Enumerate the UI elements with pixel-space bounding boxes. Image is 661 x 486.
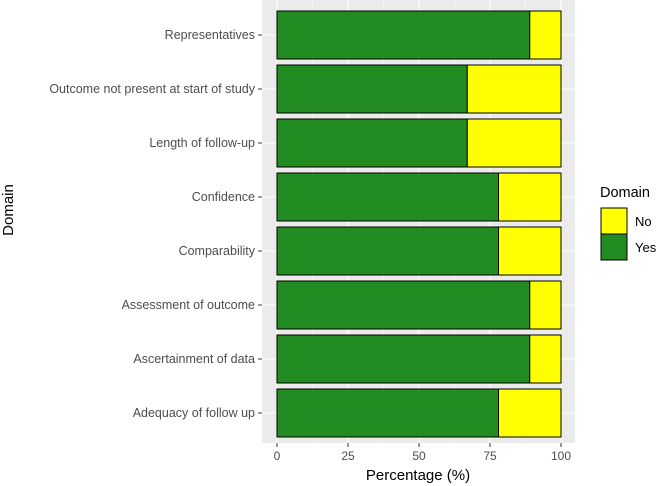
bar-no-0 [529, 10, 562, 60]
y-tick-label: Assessment of outcome [122, 298, 255, 312]
bar-no-1 [466, 64, 562, 114]
bar-yes-6 [276, 334, 531, 384]
bar-yes-1 [276, 64, 468, 114]
bar-no-4 [498, 226, 562, 276]
y-tick-label: Outcome not present at start of study [49, 82, 255, 96]
bar-yes-2 [276, 118, 468, 168]
x-tick-label: 75 [483, 449, 497, 463]
bar-no-3 [498, 172, 562, 222]
legend-key-no [600, 207, 628, 235]
y-tick-label: Ascertainment of data [133, 352, 255, 366]
x-axis-title: Percentage (%) [366, 467, 470, 484]
y-tick-label: Representatives [165, 28, 255, 42]
y-tick-label: Confidence [192, 190, 255, 204]
bar-yes-0 [276, 10, 531, 60]
bar-no-7 [498, 388, 562, 438]
legend: Domain No Yes [600, 185, 657, 261]
bar-yes-4 [276, 226, 500, 276]
legend-title: Domain [600, 185, 650, 201]
bars [276, 10, 562, 438]
x-tick-label: 25 [341, 449, 355, 463]
bar-yes-7 [276, 388, 500, 438]
y-axis-title: Domain [0, 184, 17, 236]
x-tick-label: 0 [274, 449, 281, 463]
legend-key-yes [600, 233, 628, 261]
y-axis: Representatives Outcome not present at st… [49, 28, 262, 420]
y-tick-label: Length of follow-up [149, 136, 255, 150]
legend-label-no: No [635, 214, 652, 229]
legend-label-yes: Yes [635, 240, 657, 255]
bar-yes-3 [276, 172, 500, 222]
x-tick-label: 50 [412, 449, 426, 463]
bar-no-6 [529, 334, 562, 384]
bar-no-2 [466, 118, 562, 168]
bar-yes-5 [276, 280, 531, 330]
y-tick-label: Comparability [179, 244, 256, 258]
y-tick-label: Adequacy of follow up [133, 406, 255, 420]
bar-no-5 [529, 280, 562, 330]
x-tick-label: 100 [551, 449, 571, 463]
x-axis: 0 25 50 75 100 [274, 443, 571, 463]
